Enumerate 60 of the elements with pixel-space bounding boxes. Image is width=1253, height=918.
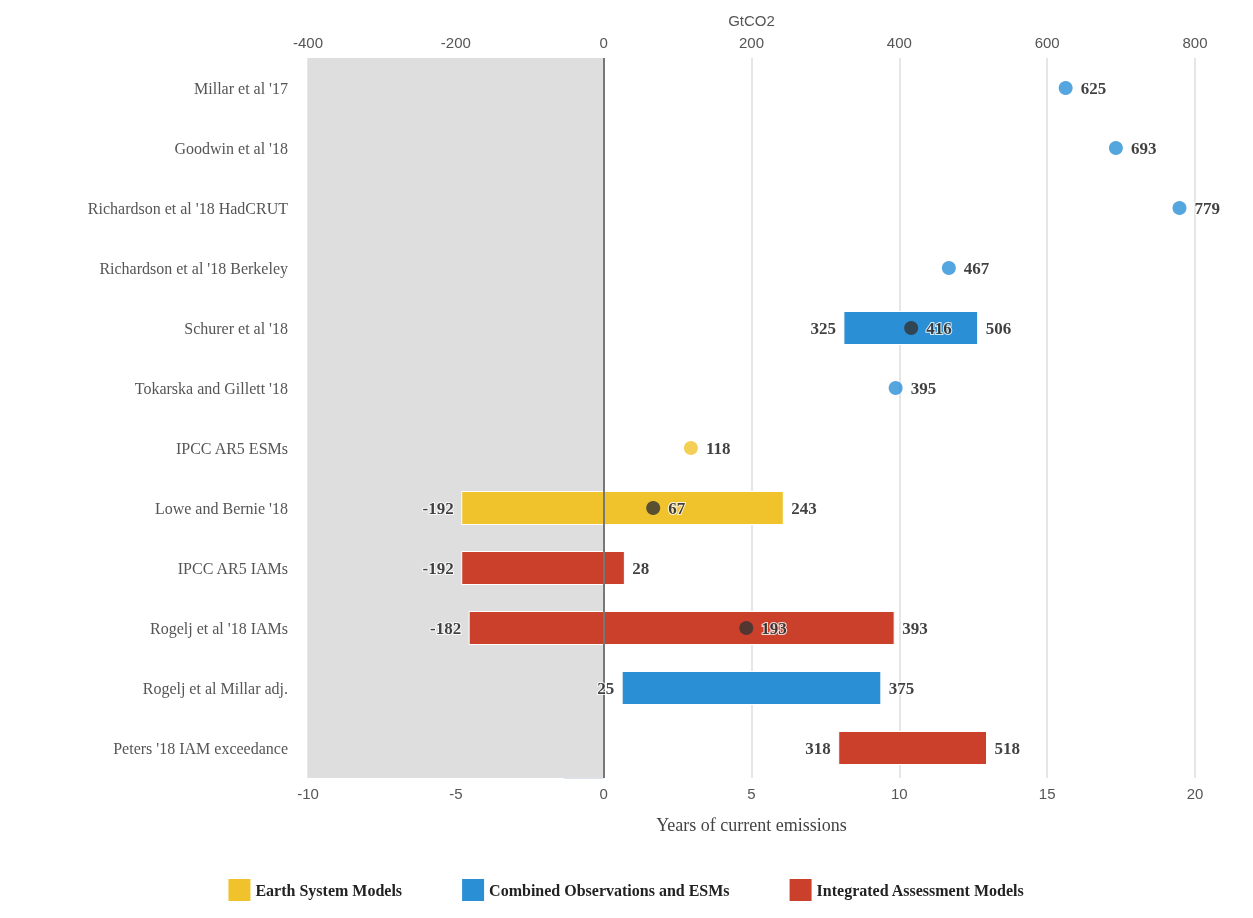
y-tick-label: Peters '18 IAM exceedance [113,739,288,757]
annotation: 318 [805,738,831,758]
data-label: 416 [926,318,952,338]
annotation: 506 [985,318,1012,338]
x-axis-title: Years of current emissions [656,815,847,835]
y-tick-label: Goodwin et al '18 [174,139,288,157]
y-tick-label: Richardson et al '18 HadCRUT [87,199,289,217]
point [739,621,754,635]
x2-tick-label: 400 [886,34,912,51]
x-tick-label: 20 [1186,785,1204,802]
annotation: -182 [429,618,462,638]
annotation: 518 [994,738,1021,758]
point [1058,81,1073,95]
annotation: -192 [422,498,454,518]
y-tick-label: Rogelj et al '18 IAMs [150,619,288,638]
legend-label: Integrated Assessment Models [816,881,1024,900]
point [904,321,919,335]
y-tick-label: Lowe and Bernie '18 [154,499,288,517]
x-tick-label: 10 [890,785,908,802]
annotation: 325 [810,318,836,338]
annotation: -192 [422,558,454,578]
y-tick-label: Rogelj et al Millar adj. [142,679,288,698]
data-label: 193 [761,618,787,638]
y-tick-label: Richardson et al '18 Berkeley [99,259,288,278]
data-label: 395 [910,378,937,398]
x-tick-label: -5 [449,785,463,802]
x2-tick-label: 200 [738,34,765,51]
annotation: 393 [902,618,928,638]
data-label: 67 [668,498,686,518]
x2-tick-label: 800 [1182,34,1208,51]
x2-tick-label: 0 [599,34,608,51]
data-label: 118 [705,438,731,458]
legend-label: Earth System Models [255,881,403,900]
x2-axis-title: GtCO2 [728,12,775,29]
y-tick-label: IPCC AR5 ESMs [175,439,288,457]
point [646,501,661,515]
point [888,381,903,395]
y-tick-label: Schurer et al '18 [184,319,288,337]
legend-label: Combined Observations and ESMs [489,881,730,899]
data-label: 693 [1130,138,1157,158]
x2-tick-label: 600 [1034,34,1060,51]
x-tick-label: 5 [747,785,756,802]
data-label: 467 [963,258,990,278]
x2-tick-label: -200 [440,34,471,51]
data-label: 625 [1080,78,1107,98]
y-tick-label: IPCC AR5 IAMs [177,559,288,577]
x-tick-label: 15 [1038,785,1056,802]
point [683,441,698,455]
annotation: 375 [888,678,915,698]
data-label: 779 [1194,198,1220,218]
annotation: 28 [632,558,650,578]
x2-tick-label: -400 [292,34,324,51]
annotation: 243 [791,498,817,518]
point [941,261,956,275]
x-tick-label: 0 [599,785,608,802]
y-tick-label: Millar et al '17 [194,79,288,97]
point [1172,201,1187,215]
y-tick-label: Tokarska and Gillett '18 [134,379,288,397]
x-tick-label: -10 [297,785,319,802]
point [1108,141,1123,155]
